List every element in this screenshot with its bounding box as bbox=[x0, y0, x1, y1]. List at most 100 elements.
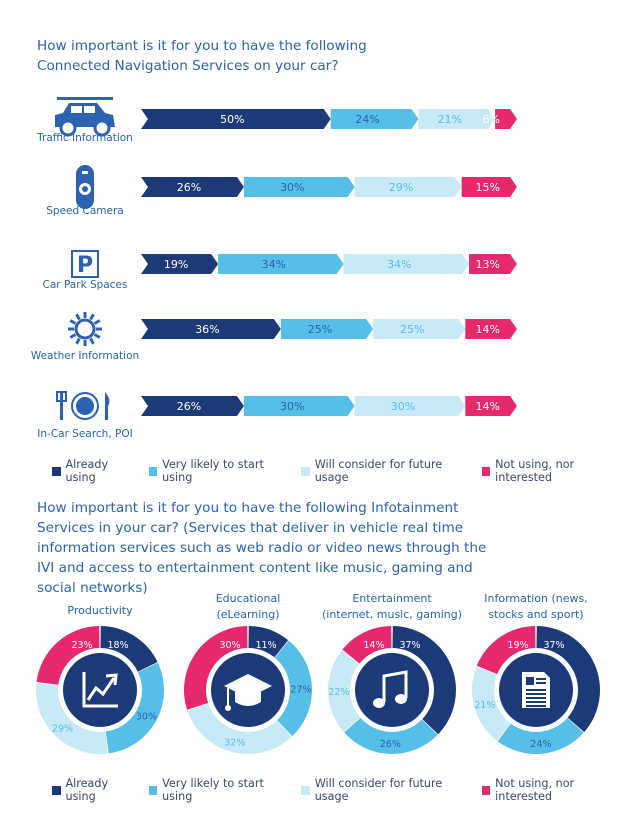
donut-slice-already bbox=[100, 626, 158, 673]
trend-chart-icon bbox=[82, 672, 118, 708]
legend2-item-consider: Will consider for future usage bbox=[301, 777, 470, 803]
donut-slice-likely bbox=[105, 662, 164, 754]
bar-segment-likely bbox=[330, 109, 419, 129]
bar-segment-likely bbox=[218, 254, 344, 274]
category-label: Traffic Information bbox=[36, 132, 133, 144]
donut-gap bbox=[342, 716, 362, 734]
bar-segment-not bbox=[469, 254, 517, 274]
donut-slice-consider bbox=[472, 665, 511, 741]
donut-value-label: 21% bbox=[474, 700, 495, 711]
donut-gap bbox=[136, 661, 160, 673]
donut-gap bbox=[495, 722, 512, 743]
donut-value-label: 37% bbox=[543, 640, 564, 651]
bar-segment-likely bbox=[280, 319, 374, 339]
legend2-swatch-already bbox=[52, 785, 61, 795]
donut-slice-already bbox=[392, 626, 456, 735]
legend2-item-already: Already using bbox=[52, 777, 138, 803]
bar-segment-already bbox=[141, 177, 244, 197]
donut-slice-consider bbox=[35, 681, 109, 755]
bar-row: Speed Camera 26% 30% 29% 15% bbox=[46, 165, 517, 217]
bar-value-label: 30% bbox=[280, 181, 304, 194]
donut-title: stocks and sport) bbox=[488, 608, 583, 621]
category-label: In-Car Search, POI bbox=[37, 428, 132, 440]
category-label: Weather Information bbox=[31, 350, 139, 362]
legend-swatch-likely bbox=[148, 466, 158, 476]
bar-value-label: 29% bbox=[389, 181, 413, 194]
bar-value-label: 25% bbox=[308, 323, 332, 336]
legend-swatch-already bbox=[52, 466, 61, 476]
bar-value-label: 6% bbox=[483, 113, 500, 126]
bar-segment-not bbox=[461, 177, 517, 197]
donut-value-label: 14% bbox=[363, 640, 384, 651]
donut-chart: Educational(eLearning)11%27%32%30% bbox=[184, 592, 312, 755]
donut-center bbox=[355, 653, 429, 727]
donut-gap bbox=[185, 702, 210, 711]
donut-gap bbox=[275, 719, 294, 738]
bar-segment-already bbox=[141, 109, 331, 129]
bar-value-label: 24% bbox=[355, 113, 379, 126]
bar-segment-already bbox=[141, 396, 244, 416]
bar-value-label: 25% bbox=[400, 323, 424, 336]
donut-value-label: 30% bbox=[219, 640, 240, 651]
question-navigation-title: How important is it for you to have the … bbox=[37, 38, 367, 74]
legend2-label-already: Already using bbox=[65, 777, 109, 803]
parking-icon: P bbox=[71, 250, 99, 278]
bar-value-label: 21% bbox=[437, 113, 461, 126]
donut-slice-not bbox=[36, 626, 100, 685]
donut-slice-likely bbox=[497, 718, 584, 754]
bar-value-label: 30% bbox=[280, 400, 304, 413]
bar-value-label: 19% bbox=[164, 258, 188, 271]
music-note-icon bbox=[373, 670, 408, 708]
donut-value-label: 37% bbox=[399, 640, 420, 651]
donut-gap bbox=[35, 681, 60, 686]
bar-segment-likely bbox=[243, 396, 355, 416]
donut-slice-already bbox=[536, 626, 600, 733]
bar-segment-consider bbox=[418, 109, 496, 129]
legend-infotainment: Already using Very likely to start using… bbox=[52, 777, 638, 803]
legend2-swatch-not bbox=[481, 785, 491, 795]
donut-gap bbox=[247, 625, 249, 650]
bar-value-label: 14% bbox=[476, 323, 500, 336]
donut-slice-consider bbox=[187, 702, 292, 755]
category-label: Speed Camera bbox=[46, 205, 123, 217]
legend-swatch-consider bbox=[301, 466, 310, 476]
legend2-swatch-likely bbox=[148, 785, 158, 795]
donut-value-label: 30% bbox=[136, 712, 157, 723]
bar-row: Traffic Information 50% 24% 21% 6% bbox=[36, 97, 517, 144]
legend-label-likely: Very likely to start using bbox=[162, 458, 264, 484]
bar-segment-consider bbox=[354, 177, 462, 197]
donut-gap bbox=[341, 648, 361, 665]
fork-plate-knife-icon bbox=[56, 391, 110, 420]
donut-value-label: 24% bbox=[530, 739, 551, 750]
donut-gap bbox=[391, 625, 393, 650]
svg-text:P: P bbox=[77, 253, 93, 278]
legend-label-consider: Will consider for future usage bbox=[314, 458, 443, 484]
donut-center bbox=[211, 653, 285, 727]
bar-value-label: 30% bbox=[391, 400, 415, 413]
donut-gap bbox=[535, 625, 537, 650]
donut-center bbox=[499, 653, 573, 727]
legend2-item-not: Not using, nor interested bbox=[481, 777, 627, 803]
donut-slice-already bbox=[248, 626, 289, 658]
donut-slice-not bbox=[342, 626, 392, 664]
donut-gap bbox=[566, 717, 585, 734]
bar-value-label: 14% bbox=[476, 400, 500, 413]
donut-slice-not bbox=[476, 626, 536, 675]
donut-value-label: 27% bbox=[290, 684, 311, 695]
bar-segment-not bbox=[465, 319, 517, 339]
legend-label-not: Not using, nor interested bbox=[495, 458, 575, 484]
bar-segment-consider bbox=[343, 254, 470, 274]
bar-row: Weather Information 36% 25% 25% 14% bbox=[31, 312, 517, 362]
legend-navigation: Already using Very likely to start using… bbox=[52, 458, 638, 484]
donut-value-label: 26% bbox=[380, 739, 401, 750]
bar-value-label: 34% bbox=[262, 258, 286, 271]
bar-value-label: 26% bbox=[177, 181, 201, 194]
legend2-label-likely: Very likely to start using bbox=[162, 777, 264, 803]
bar-value-label: 26% bbox=[177, 400, 201, 413]
legend-swatch-not bbox=[481, 466, 491, 476]
sun-icon bbox=[68, 312, 102, 346]
donut-gap bbox=[99, 625, 101, 650]
bar-segment-already bbox=[141, 319, 281, 339]
donut-chart: Entertainment(internet, music, gaming)37… bbox=[322, 592, 462, 754]
donut-slice-not bbox=[184, 626, 248, 710]
